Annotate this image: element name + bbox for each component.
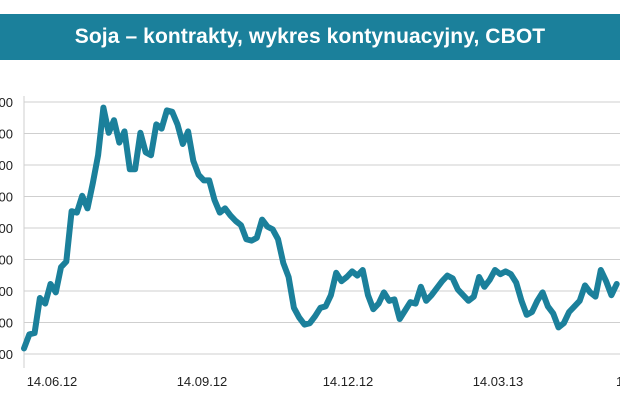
- x-tick-label: 14.09.12: [177, 374, 228, 389]
- y-tick-label: 00: [0, 284, 13, 299]
- x-tick-label: 14.12.12: [323, 374, 374, 389]
- y-tick-labels: 00 00 00 00 00 00 00 00 00: [0, 95, 13, 362]
- chart-title: Soja – kontrakty, wykres kontynuacyjny, …: [74, 25, 546, 48]
- series-line: [21, 104, 620, 352]
- y-tick-label: 00: [0, 95, 13, 110]
- x-tick-labels: 14.06.12 14.09.12 14.12.12 14.03.13 1: [27, 374, 620, 389]
- y-tick-label: 00: [0, 316, 13, 331]
- x-tick-label: 14.03.13: [473, 374, 524, 389]
- title-background: [0, 14, 620, 60]
- y-tick-label: 00: [0, 127, 13, 142]
- x-tick-label: 1: [616, 374, 620, 389]
- y-tick-label: 00: [0, 221, 13, 236]
- grid-lines: [23, 96, 620, 368]
- x-tick-label: 14.06.12: [27, 374, 78, 389]
- y-tick-label: 00: [0, 158, 13, 173]
- y-tick-label: 00: [0, 190, 13, 205]
- y-tick-label: 00: [0, 347, 13, 362]
- y-tick-label: 00: [0, 253, 13, 268]
- chart-title-bar: Soja – kontrakty, wykres kontynuacyjny, …: [0, 14, 620, 60]
